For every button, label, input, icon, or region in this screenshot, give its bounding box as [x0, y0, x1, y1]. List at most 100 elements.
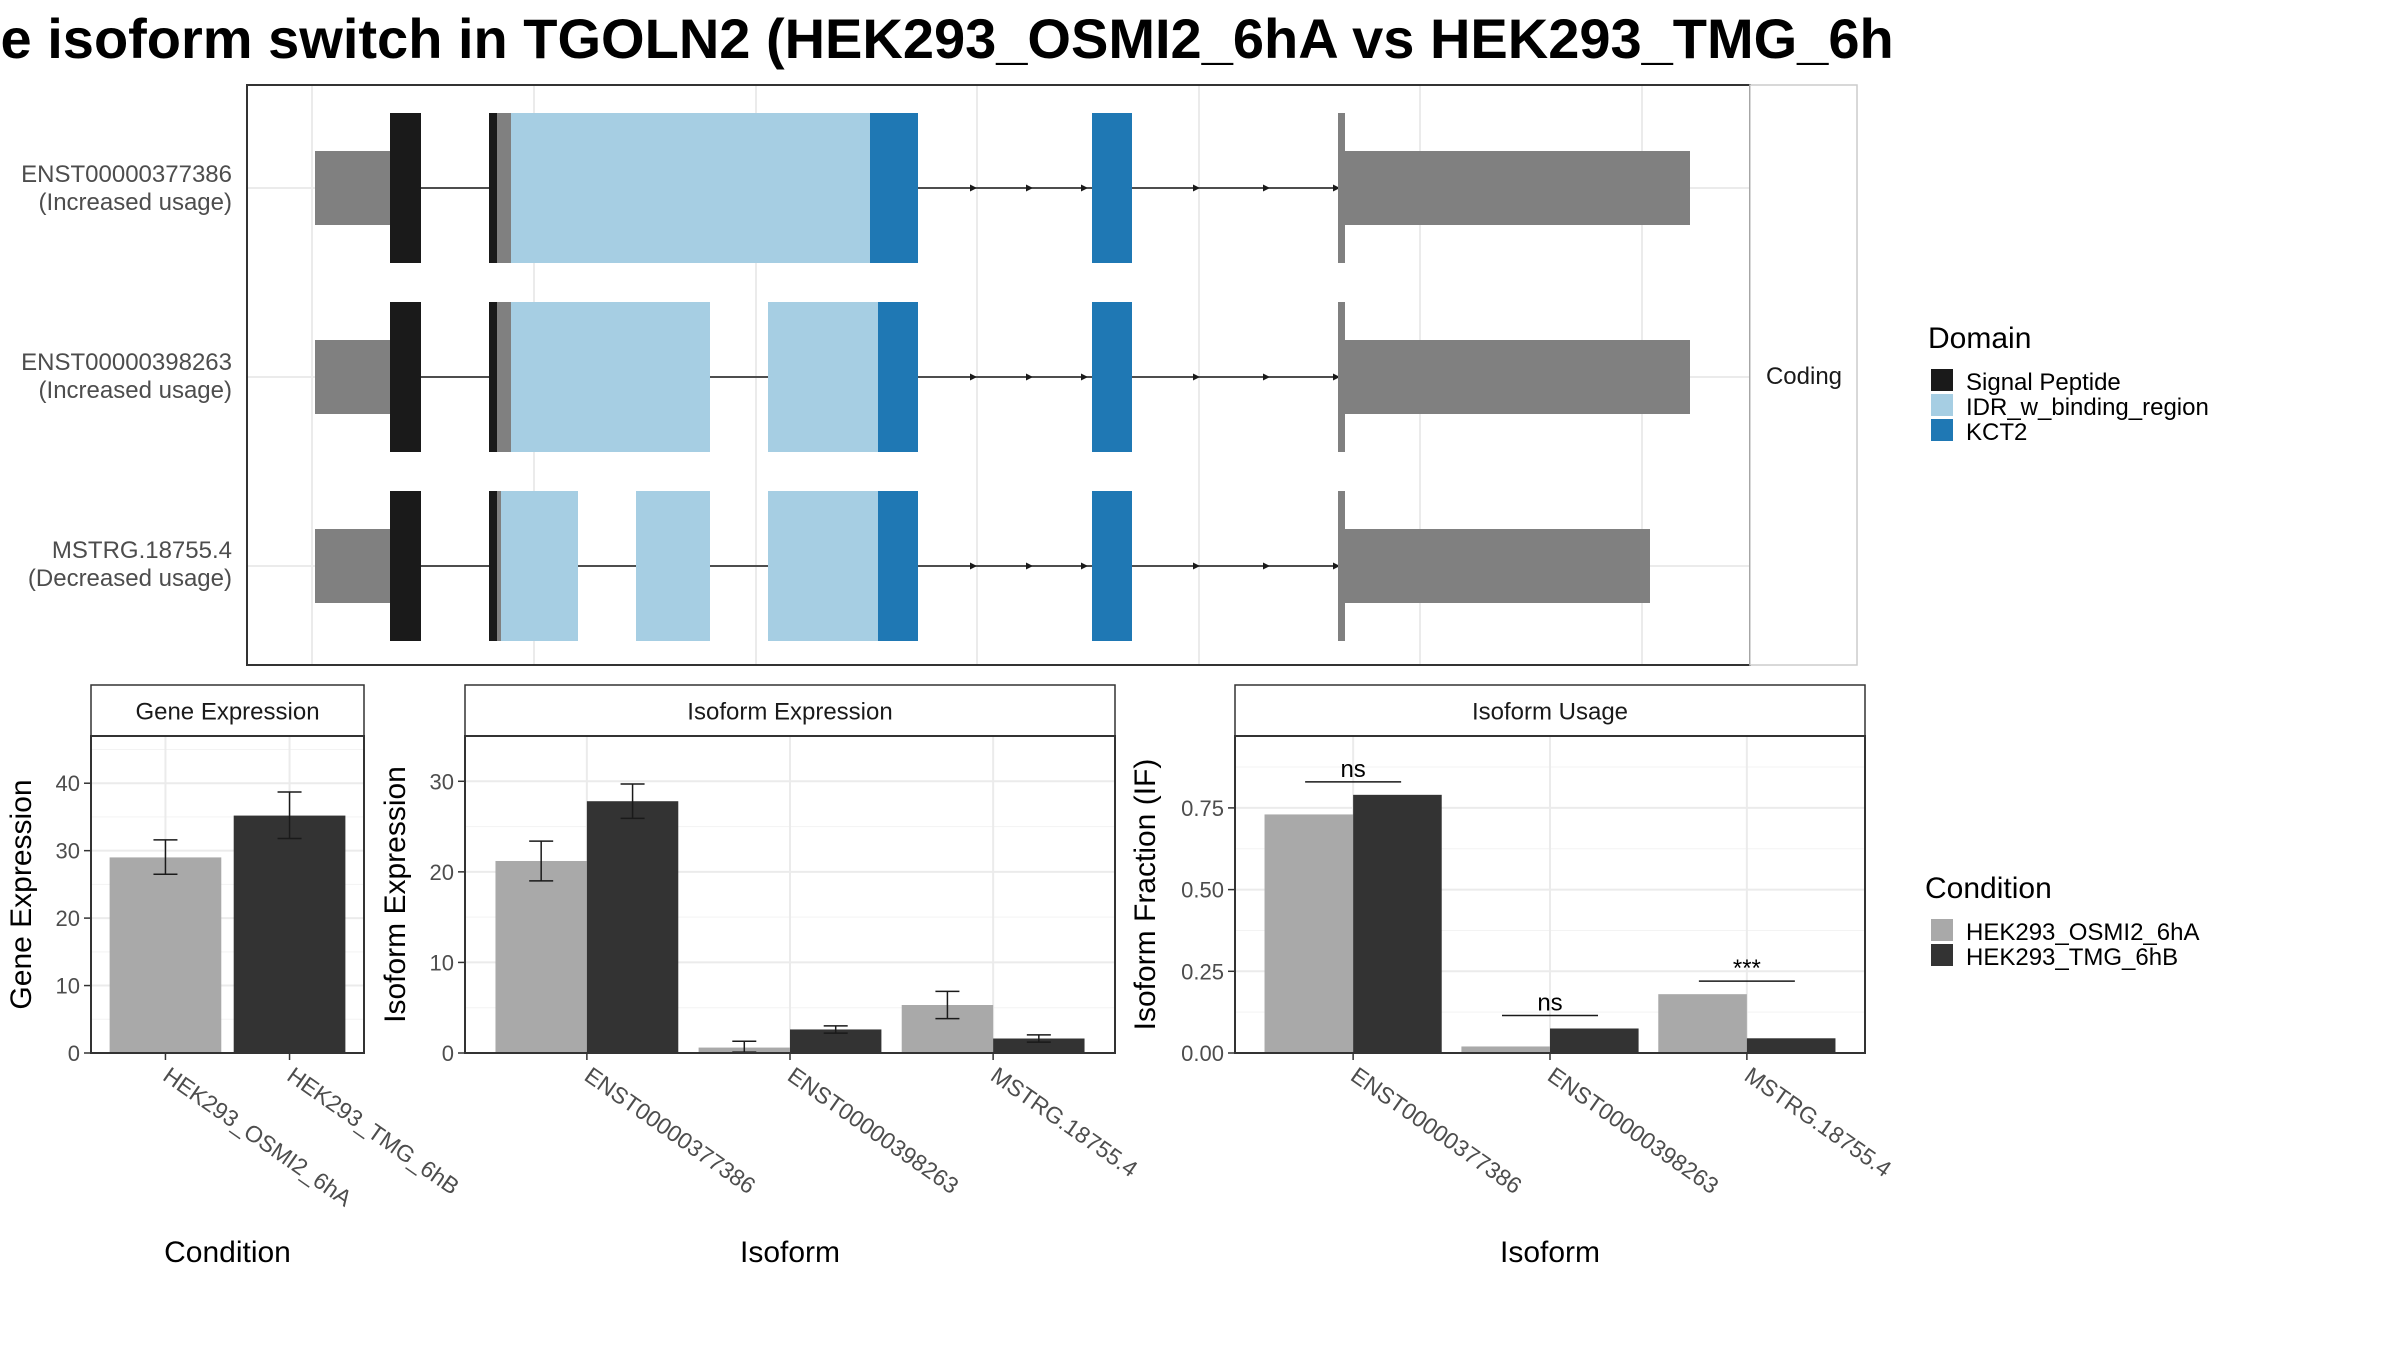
domain-legend-title: Domain [1928, 322, 2031, 355]
idr-binding-region-exon [501, 491, 578, 641]
y-tick-label: 20 [430, 860, 454, 885]
intron-direction-arrow [970, 184, 977, 192]
isoform-row-3-note: (Decreased usage) [28, 565, 232, 592]
y-tick-label: 30 [430, 769, 454, 794]
intron-direction-arrow [1026, 562, 1033, 570]
intron-direction-arrow [1081, 184, 1088, 192]
y-axis-title: Isoform Fraction (IF) [1129, 759, 1162, 1031]
domain-label-kct2: KCT2 [1966, 419, 2027, 446]
x-axis-title: Isoform [740, 1236, 840, 1269]
intron-direction-arrow [1026, 373, 1033, 381]
utr-exon [497, 302, 511, 452]
plot-border [90, 735, 365, 1054]
signal-peptide-exon [390, 113, 421, 263]
bar [495, 860, 587, 1053]
y-tick-label: 20 [56, 906, 80, 931]
isoform-structure-row-2 [315, 302, 1690, 452]
structure-rows [315, 113, 1690, 641]
facet-strip [464, 684, 1116, 737]
intron-direction-arrow [1193, 562, 1200, 570]
isoform-row-3-id: MSTRG.18755.4 [52, 537, 232, 564]
y-tick-label: 0 [68, 1041, 80, 1066]
utr-exon [315, 340, 390, 414]
intron-direction-arrow [1081, 562, 1088, 570]
bar [1746, 1038, 1836, 1053]
idr-binding-region-exon [511, 113, 870, 263]
facet-strip [90, 684, 365, 737]
isoform-expression-chart: Isoform Expression 0 10 20 30 ENST00000377386… [379, 684, 1143, 1269]
chart-title: Isoform Usage [1472, 699, 1628, 726]
kct2-exon [870, 113, 918, 263]
intron-direction-arrow [1193, 184, 1200, 192]
kct2-exon [878, 491, 918, 641]
x-tick-label: ENST00000377386 [1346, 1062, 1526, 1199]
utr-exon [1345, 151, 1690, 225]
signal-peptide-exon [489, 302, 497, 452]
facet-strip [1749, 84, 1858, 666]
intron-direction-arrow [1333, 184, 1340, 192]
x-tick-label: ENST00000398263 [1543, 1062, 1723, 1199]
utr-exon [315, 529, 390, 603]
kct2-exon [878, 302, 918, 452]
significance-label: *** [1733, 955, 1761, 982]
isoform-row-1-id: ENST00000377386 [21, 161, 232, 188]
signal-peptide-exon [489, 491, 497, 641]
significance-label: ns [1340, 756, 1365, 783]
signal-peptide-exon [390, 302, 421, 452]
facet-strip [1234, 684, 1866, 737]
y-tick-label: 0 [442, 1041, 454, 1066]
x-tick-label: ENST00000377386 [580, 1062, 760, 1199]
intron-direction-arrow [970, 562, 977, 570]
bar [233, 815, 346, 1053]
isoform-structure-row-3 [315, 491, 1650, 641]
kct2-exon [1092, 491, 1132, 641]
intron-direction-arrow [1026, 184, 1033, 192]
kct2-exon [1092, 113, 1132, 263]
isoform-row-2-note: (Increased usage) [39, 377, 232, 404]
intron-direction-arrow [1333, 373, 1340, 381]
bar [586, 801, 679, 1053]
utr-exon [315, 151, 390, 225]
x-tick-label: MSTRG.18755.4 [986, 1062, 1142, 1182]
utr-exon [497, 113, 511, 263]
chart-title: Gene Expression [135, 699, 319, 726]
x-axis-title: Condition [164, 1236, 291, 1269]
condition-label-osmi2: HEK293_OSMI2_6hA [1966, 919, 2199, 946]
condition-legend: Condition HEK293_OSMI2_6hA HEK293_TMG_6h… [1925, 872, 2199, 971]
utr-exon [1338, 491, 1345, 641]
bar [1461, 1046, 1550, 1053]
idr-binding-region-exon [768, 302, 878, 452]
domain-swatch-kct2 [1931, 419, 1953, 441]
x-axis-title: Isoform [1500, 1236, 1600, 1269]
intron-direction-arrow [1263, 184, 1270, 192]
condition-label-tmg: HEK293_TMG_6hB [1966, 944, 2178, 971]
domain-legend: Domain Signal Peptide IDR_w_binding_regi… [1928, 322, 2209, 446]
bar [1550, 1028, 1639, 1053]
figure-title: ne isoform switch in TGOLN2 (HEK293_OSMI… [0, 7, 1894, 70]
intron-direction-arrow [970, 373, 977, 381]
bar [1264, 814, 1354, 1053]
utr-exon [1345, 340, 1690, 414]
y-tick-label: 0.75 [1181, 796, 1224, 821]
y-tick-label: 10 [430, 950, 454, 975]
isoform-usage-chart: Isoform Usage ns ns *** 0.00 0.25 0.50 0.75 ENST… [1129, 684, 1896, 1269]
signal-peptide-exon [489, 113, 497, 263]
intron-direction-arrow [1263, 562, 1270, 570]
kct2-exon [1092, 302, 1132, 452]
x-tick-label: MSTRG.18755.4 [1740, 1062, 1896, 1182]
bar [993, 1038, 1085, 1053]
y-tick-label: 10 [56, 974, 80, 999]
y-tick-label: 40 [56, 771, 80, 796]
facet-strip-label: Coding [1766, 363, 1842, 390]
isoform-row-1-note: (Increased usage) [39, 189, 232, 216]
y-tick-label: 0.00 [1181, 1041, 1224, 1066]
utr-exon [1338, 113, 1345, 263]
bar [109, 857, 222, 1053]
bar [1658, 994, 1747, 1053]
structure-panel: Coding ENST00000377386 (Increased usage)… [21, 84, 1858, 666]
idr-binding-region-exon [636, 491, 710, 641]
y-tick-label: 0.25 [1181, 959, 1224, 984]
x-tick-label: ENST00000398263 [783, 1062, 963, 1199]
domain-swatch-idr [1931, 394, 1953, 416]
